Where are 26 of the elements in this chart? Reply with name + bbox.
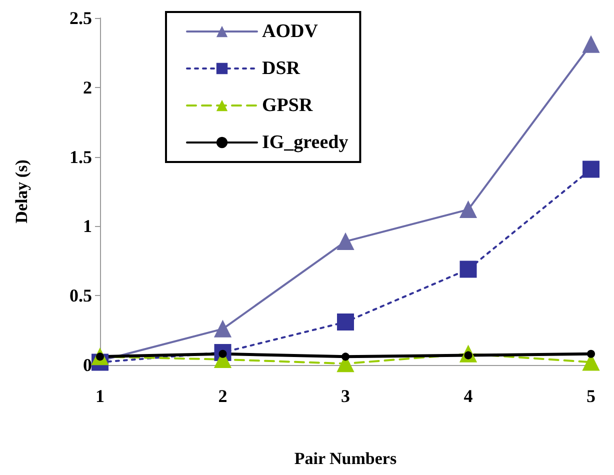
point [460,260,477,278]
x-tick-label: 4 [464,386,473,406]
y-axis-title: Delay (s) [12,160,31,224]
x-axis-title: Pair Numbers [294,449,397,468]
point [582,160,600,178]
legend-label: AODV [262,21,318,42]
y-tick-label: 0 [83,355,92,375]
x-tick-label: 2 [218,386,228,406]
x-tick-label: 1 [96,386,104,406]
legend-label: IG_greedy [262,132,349,153]
y-tick-label: 2.5 [70,8,92,28]
y-tick-label: 1.5 [70,146,92,167]
point [587,350,595,358]
legend-label: GPSR [262,95,313,116]
y-tick-label: 0.5 [70,286,92,306]
x-tick-label: 3 [341,386,350,406]
legend-label: DSR [262,58,300,79]
point [342,352,350,361]
point [337,313,354,330]
y-tick-label: 1 [83,216,92,236]
point [214,320,232,338]
y-tick-label: 2 [83,77,92,98]
point [582,36,600,53]
point [337,232,354,250]
x-tick-label: 5 [586,386,596,406]
point [460,201,477,218]
